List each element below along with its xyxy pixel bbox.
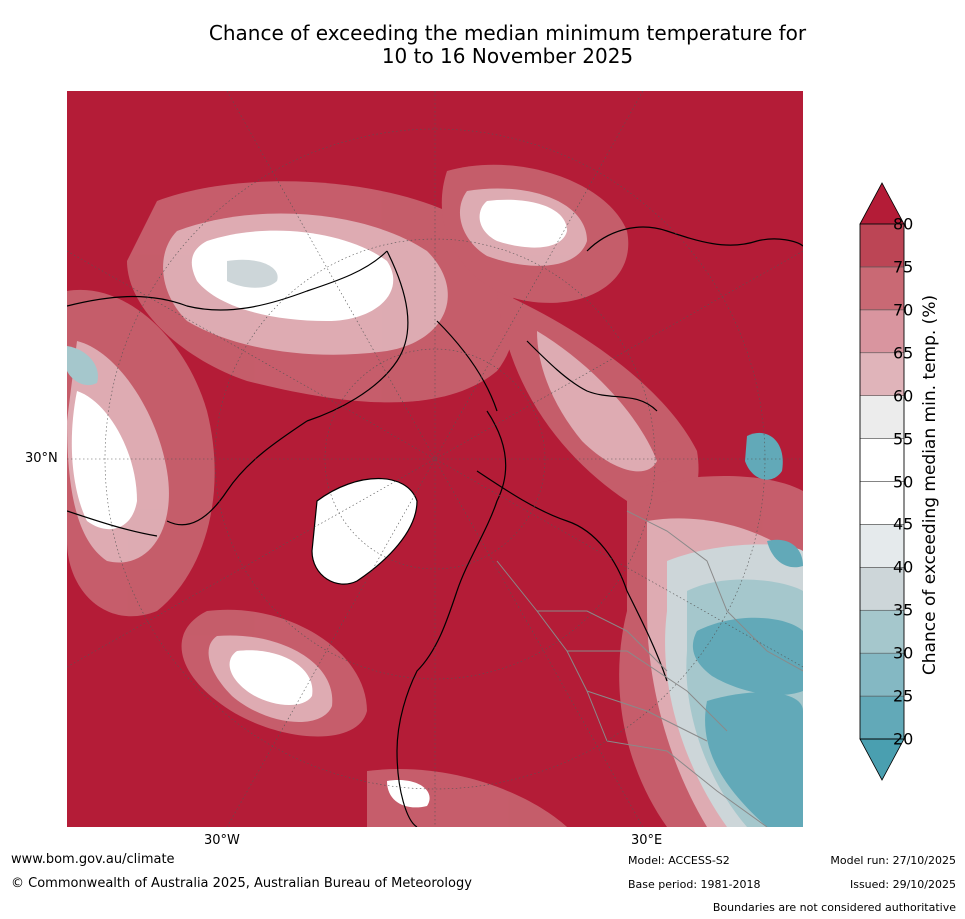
map-canvas — [67, 91, 803, 827]
footer-issued: Issued: 29/10/2025 — [849, 878, 956, 891]
colorbar-band — [859, 481, 905, 525]
footer-copyright: © Commonwealth of Australia 2025, Austra… — [11, 876, 472, 891]
colorbar-band — [859, 395, 905, 439]
colorbar-tick-label: 60 — [893, 386, 914, 406]
map-title: Chance of exceeding the median minimum t… — [0, 22, 965, 68]
lon-label-30e: 30°E — [631, 833, 663, 848]
colorbar-tick-label: 35 — [893, 600, 914, 620]
colorbar-band — [859, 223, 905, 268]
teal-zones — [692, 432, 803, 827]
colorbar-bands — [859, 223, 905, 740]
colorbar-band — [859, 695, 905, 740]
colorbar-tick-label: 50 — [893, 472, 914, 491]
title-line-2: 10 to 16 November 2025 — [381, 44, 634, 68]
colorbar-band — [859, 609, 905, 654]
colorbar-tick-label: 20 — [893, 729, 914, 749]
footer-model-run: Model run: 27/10/2025 — [830, 854, 956, 867]
colorbar-tick-label: 80 — [893, 214, 914, 234]
lon-label-30w: 30°W — [204, 833, 240, 848]
colorbar-title: Chance of exceeding median min. temp. (%… — [920, 294, 940, 676]
colorbar — [859, 182, 905, 781]
colorbar-tick-label: 45 — [893, 514, 914, 534]
colorbar-tick-label: 70 — [893, 300, 914, 320]
colorbar-frame — [859, 223, 905, 740]
footer-url: www.bom.gov.au/climate — [11, 852, 175, 867]
lat-label-30n: 30°N — [25, 451, 58, 466]
colorbar-tick-label: 75 — [893, 257, 914, 277]
colorbar-tick-label: 30 — [893, 643, 914, 663]
footer-base-period: Base period: 1981-2018 — [628, 878, 761, 891]
colorbar-band — [859, 652, 905, 697]
title-line-1: Chance of exceeding the median minimum t… — [208, 21, 807, 45]
colorbar-tick-label: 65 — [893, 343, 914, 363]
footer-model: Model: ACCESS-S2 — [628, 854, 730, 867]
colorbar-band — [859, 438, 905, 482]
footer-disclaimer: Boundaries are not considered authoritat… — [712, 901, 956, 914]
colorbar-tick-label: 55 — [893, 429, 914, 449]
colorbar-band — [859, 309, 905, 354]
colorbar-band — [859, 266, 905, 311]
probability-map — [67, 91, 803, 827]
coastlines — [67, 226, 803, 827]
colorbar-tick-label: 40 — [893, 557, 914, 577]
colorbar-tick-label: 25 — [893, 686, 914, 706]
graticule — [67, 91, 803, 827]
colorbar-band — [859, 567, 905, 611]
greenland-outline — [311, 477, 418, 585]
borders — [496, 510, 803, 827]
